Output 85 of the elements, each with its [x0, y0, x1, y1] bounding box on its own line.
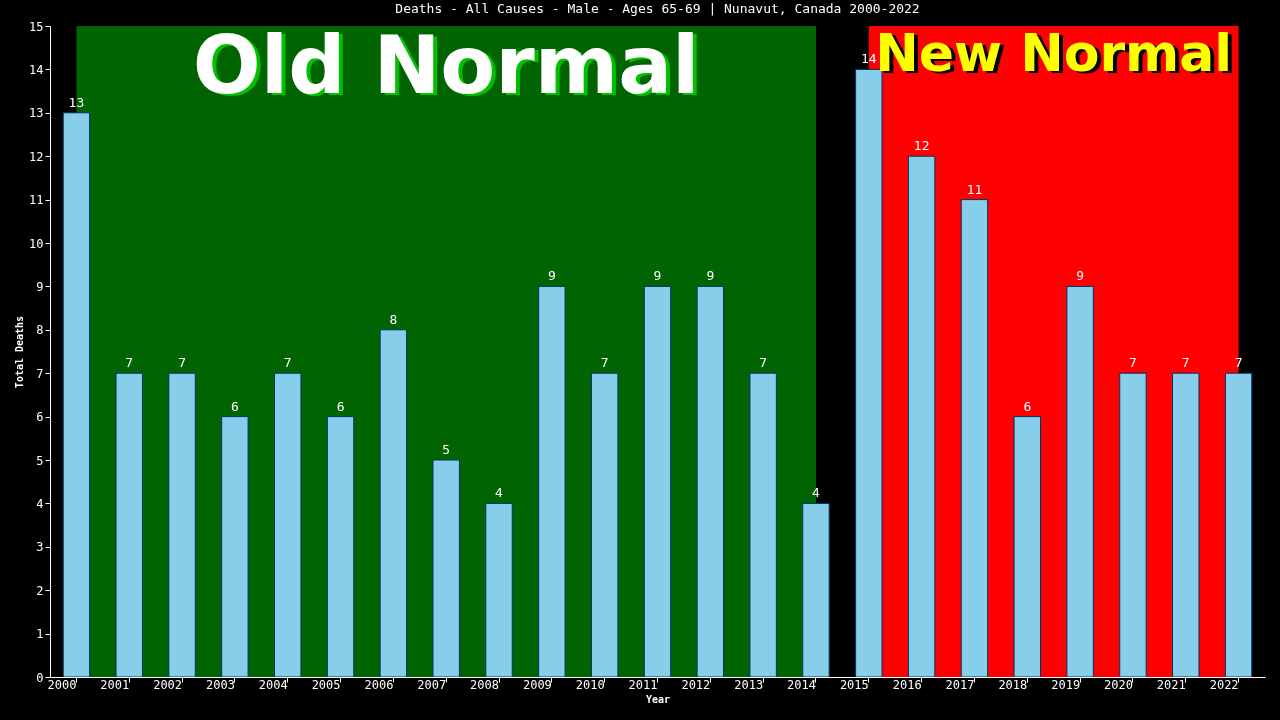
- bar: [326, 416, 355, 678]
- x-tick-label: 2007: [417, 677, 447, 692]
- data-label: 7: [759, 355, 768, 371]
- y-tick-label: 12: [29, 149, 44, 164]
- y-tick-label: 7: [36, 366, 44, 381]
- data-label: 9: [1076, 268, 1085, 284]
- data-label: 12: [913, 138, 930, 154]
- data-label: 9: [653, 268, 662, 284]
- x-tick-label: 2001: [100, 677, 130, 692]
- bar: [1119, 372, 1147, 678]
- bar: [379, 329, 408, 678]
- y-tick-label: 6: [36, 410, 44, 425]
- x-tick-label: 2006: [364, 677, 394, 692]
- bar: [274, 372, 302, 678]
- bar: [696, 285, 725, 678]
- chart-title: Deaths - All Causes - Male - Ages 65-69 | Nunavut, Canada 2000-2022: [395, 1, 920, 16]
- bar: [168, 372, 196, 678]
- data-label: 5: [442, 442, 451, 457]
- y-tick-label: 8: [36, 323, 44, 338]
- x-tick-label: 2002: [153, 677, 183, 692]
- y-tick-label: 15: [29, 19, 44, 34]
- x-tick-label: 2019: [1051, 677, 1081, 692]
- x-tick-label: 2010: [575, 677, 605, 692]
- data-label: 6: [1023, 398, 1032, 414]
- y-tick-label: 10: [29, 236, 44, 251]
- bar: [643, 285, 672, 678]
- x-tick-label: 2020: [1104, 677, 1133, 692]
- y-tick-label: 2: [36, 583, 44, 598]
- bar: [432, 459, 460, 678]
- data-label: 7: [178, 355, 186, 371]
- x-tick-label: 2000: [47, 677, 77, 692]
- x-tick-label: 2016: [892, 677, 922, 692]
- x-tick-label: 2014: [787, 677, 816, 692]
- y-tick-label: 1: [36, 627, 44, 642]
- data-label: 9: [547, 268, 556, 284]
- x-tick-label: 2018: [998, 677, 1028, 692]
- y-tick-label: 11: [29, 193, 44, 208]
- data-label: 7: [125, 355, 134, 371]
- y-tick-label: 14: [29, 62, 44, 77]
- data-label: 4: [812, 485, 821, 501]
- bar: [590, 372, 619, 678]
- bar: [802, 502, 830, 678]
- bar: [749, 372, 777, 678]
- bar: [907, 155, 936, 678]
- x-tick-label: 2011: [628, 677, 658, 692]
- bar: [485, 502, 513, 678]
- bar: [960, 199, 989, 678]
- data-label: 6: [230, 398, 239, 414]
- y-tick-label: 13: [29, 106, 44, 121]
- data-label: 7: [600, 355, 609, 371]
- data-label: 9: [706, 268, 715, 284]
- bar: [221, 416, 249, 678]
- data-label: 7: [1129, 355, 1137, 371]
- bar: [1224, 372, 1253, 678]
- y-tick-label: 0: [36, 670, 44, 685]
- x-tick-label: 2004: [258, 677, 288, 692]
- bar: [1013, 416, 1041, 678]
- x-tick-label: 2008: [470, 677, 500, 692]
- y-axis-title: Total Deaths: [14, 315, 26, 389]
- bar: [1066, 285, 1094, 678]
- x-axis-title: Year: [645, 693, 671, 705]
- x-tick-label: 2015: [839, 677, 869, 692]
- x-tick-label: 2021: [1156, 677, 1186, 692]
- bar: [115, 372, 143, 678]
- y-tick-label: 5: [36, 453, 44, 468]
- data-label: 7: [283, 355, 292, 371]
- x-tick-label: 2022: [1209, 677, 1239, 692]
- data-label: 13: [68, 94, 85, 110]
- data-label: 7: [1181, 355, 1190, 371]
- x-tick-label: 2009: [522, 677, 552, 692]
- y-tick-label: 9: [36, 279, 44, 294]
- y-tick-label: 4: [36, 496, 44, 511]
- x-tick-label: 2012: [681, 677, 711, 692]
- bar: [62, 112, 91, 678]
- y-tick-label: 3: [36, 540, 44, 555]
- x-tick-label: 2003: [205, 677, 235, 692]
- bar: [538, 285, 566, 678]
- x-tick-label: 2013: [734, 677, 764, 692]
- x-tick-label: 2017: [945, 677, 975, 692]
- data-label: 8: [389, 311, 398, 327]
- bar: [1172, 372, 1200, 678]
- data-label: 11: [966, 181, 983, 197]
- data-label: 6: [336, 398, 345, 414]
- x-tick-label: 2005: [311, 677, 341, 692]
- data-label: 4: [495, 485, 504, 501]
